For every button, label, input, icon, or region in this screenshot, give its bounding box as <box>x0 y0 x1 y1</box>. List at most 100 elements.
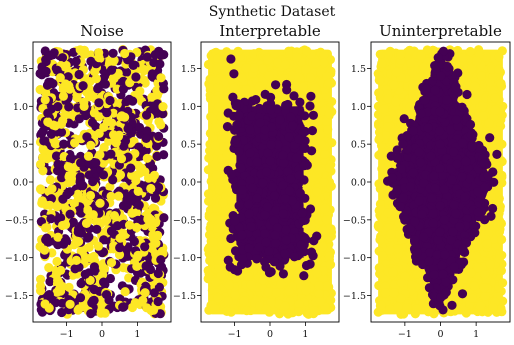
point-class-0 <box>235 201 244 210</box>
point-class-1 <box>222 151 231 160</box>
point-class-0 <box>415 196 424 205</box>
point-class-1 <box>487 191 496 200</box>
point-class-1 <box>134 251 143 260</box>
scatter-points <box>204 45 337 319</box>
point-class-1 <box>259 275 268 284</box>
point-class-1 <box>391 97 400 106</box>
point-class-0 <box>424 257 433 266</box>
y-tick-label: 1.5 <box>181 64 196 75</box>
point-class-0 <box>99 278 108 287</box>
point-class-0 <box>275 115 284 124</box>
point-class-0 <box>429 209 438 218</box>
point-class-1 <box>141 288 150 297</box>
point-class-0 <box>47 130 56 139</box>
point-class-1 <box>272 288 281 297</box>
y-tick-label: 0.5 <box>351 140 366 151</box>
point-class-1 <box>458 53 467 62</box>
point-class-1 <box>327 182 336 191</box>
point-class-0 <box>140 242 149 251</box>
point-class-1 <box>214 263 223 272</box>
x-tick-label: 1 <box>473 329 479 340</box>
point-class-1 <box>318 242 327 251</box>
point-class-1 <box>116 170 125 179</box>
point-class-0 <box>426 151 435 160</box>
point-class-0 <box>392 186 401 195</box>
point-class-1 <box>320 58 329 67</box>
point-class-1 <box>405 46 414 55</box>
point-class-0 <box>306 92 315 101</box>
point-class-1 <box>204 153 213 162</box>
point-class-0 <box>115 243 124 252</box>
point-class-0 <box>79 81 88 90</box>
point-class-0 <box>284 132 293 141</box>
point-class-0 <box>102 290 111 299</box>
point-class-0 <box>410 217 419 226</box>
point-class-0 <box>281 225 290 234</box>
point-class-1 <box>143 154 152 163</box>
x-tick-label: 1 <box>134 329 140 340</box>
point-class-1 <box>468 294 477 303</box>
point-class-1 <box>479 111 488 120</box>
point-class-1 <box>90 108 99 117</box>
point-class-1 <box>140 65 149 74</box>
point-class-0 <box>409 126 418 135</box>
point-class-0 <box>87 298 96 307</box>
point-class-0 <box>135 201 144 210</box>
point-class-1 <box>408 82 417 91</box>
y-tick-label: 0.5 <box>181 140 196 151</box>
point-class-1 <box>86 253 95 262</box>
point-class-0 <box>488 204 497 213</box>
point-class-0 <box>260 210 269 219</box>
y-tick-label: −0.5 <box>5 215 28 226</box>
point-class-1 <box>214 83 223 92</box>
point-class-0 <box>440 250 449 259</box>
point-class-1 <box>206 112 215 121</box>
y-tick-label: −1.0 <box>343 253 366 264</box>
point-class-0 <box>430 172 439 181</box>
point-class-0 <box>76 158 85 167</box>
point-class-0 <box>238 185 247 194</box>
point-class-0 <box>232 101 241 110</box>
point-class-1 <box>390 127 399 136</box>
scatter-points <box>374 45 508 319</box>
point-class-1 <box>495 254 504 263</box>
point-class-0 <box>154 183 163 192</box>
point-class-0 <box>279 269 288 278</box>
point-class-1 <box>309 306 318 315</box>
y-tick-label: −0.5 <box>343 215 366 226</box>
x-tick-label: 0 <box>99 329 105 340</box>
point-class-0 <box>435 127 444 136</box>
point-class-0 <box>420 96 429 105</box>
point-class-0 <box>431 184 440 193</box>
point-class-1 <box>315 289 324 298</box>
point-class-0 <box>135 123 144 132</box>
point-class-0 <box>307 146 316 155</box>
point-class-1 <box>397 278 406 287</box>
point-class-0 <box>248 184 257 193</box>
point-class-0 <box>146 265 155 274</box>
point-class-1 <box>38 166 47 175</box>
point-class-0 <box>452 115 461 124</box>
point-class-1 <box>40 246 49 255</box>
point-class-1 <box>264 287 273 296</box>
point-class-0 <box>451 209 460 218</box>
point-class-1 <box>314 166 323 175</box>
point-class-0 <box>271 80 280 89</box>
point-class-1 <box>402 303 411 312</box>
point-class-1 <box>107 258 116 267</box>
point-class-1 <box>377 59 386 68</box>
point-class-0 <box>443 62 452 71</box>
point-class-1 <box>262 304 271 313</box>
point-class-1 <box>497 266 506 275</box>
point-class-0 <box>39 136 48 145</box>
point-class-0 <box>106 150 115 159</box>
point-class-0 <box>296 189 305 198</box>
point-class-1 <box>156 73 165 82</box>
point-class-0 <box>45 51 54 60</box>
point-class-0 <box>442 95 451 104</box>
point-class-0 <box>458 244 467 253</box>
point-class-1 <box>208 238 217 247</box>
point-class-1 <box>73 190 82 199</box>
point-class-0 <box>43 109 52 118</box>
point-class-1 <box>472 56 481 65</box>
